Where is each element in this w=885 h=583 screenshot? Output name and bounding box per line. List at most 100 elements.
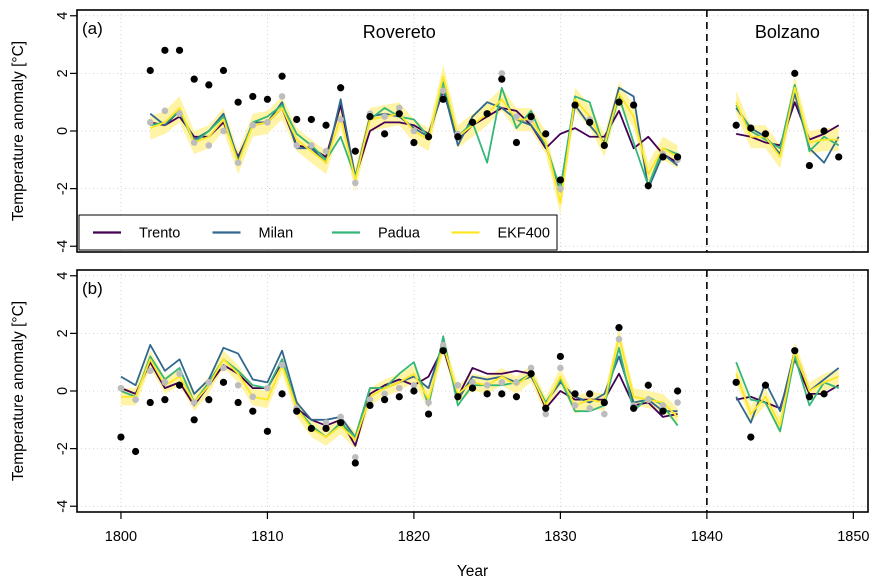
black-observation-point-1837	[659, 153, 667, 161]
series-line-padua-segment-0	[120, 335, 679, 438]
black-observation-point-1848	[820, 127, 828, 135]
legend-entries: Trento Milan Padua EKF400	[93, 226, 550, 242]
x-axis: 1800 1810 1820 1830 1840 1850	[105, 512, 869, 545]
black-observation-point-1825	[483, 390, 491, 398]
black-observation-point-1823	[454, 393, 462, 401]
black-observation-point-1822	[439, 95, 447, 103]
black-observation-point-1838	[673, 153, 682, 161]
panel-b-y-axis-label: Temperature anomaly [°C]	[10, 301, 27, 481]
series-line-milan-segment-1	[735, 349, 840, 424]
black-observation-point-1820	[410, 387, 418, 395]
grey-observation-point-1811	[278, 93, 286, 100]
grey-observation-point-1816	[352, 179, 359, 187]
black-observation-point-1842	[732, 121, 740, 129]
grey-observation-point-1821	[425, 399, 432, 406]
black-observation-point-1827	[512, 138, 521, 147]
panel-a-observation-points	[146, 46, 843, 192]
grey-observation-point-1802	[146, 119, 154, 126]
region-label-rovereto: Rovereto	[363, 22, 436, 42]
grey-observation-point-1837	[659, 402, 667, 409]
grey-observation-point-1834	[615, 335, 623, 343]
x-tick-label-1810: 1810	[251, 529, 283, 545]
black-observation-point-1828	[527, 112, 535, 121]
y-tick-label--2: -2	[55, 182, 71, 195]
series-line-ekf400-segment-0	[120, 335, 679, 441]
black-observation-point-1820	[410, 138, 418, 147]
grey-observation-point-1808	[234, 381, 242, 389]
black-observation-point-1800	[117, 433, 125, 441]
grey-observation-point-1822	[439, 341, 447, 349]
panel-a-label: (a)	[82, 19, 103, 38]
black-observation-point-1835	[630, 101, 638, 109]
grey-observation-point-1809	[249, 393, 257, 401]
grey-observation-point-1838	[674, 399, 681, 406]
black-observation-point-1811	[278, 72, 286, 80]
grey-observation-point-1805	[190, 399, 198, 406]
black-observation-point-1803	[161, 396, 169, 404]
y-tick-label--4: -4	[55, 240, 71, 253]
black-observation-point-1836	[644, 182, 652, 190]
black-observation-point-1821	[424, 410, 433, 418]
x-axis-label: Year	[457, 563, 488, 580]
grey-observation-point-1819	[395, 104, 403, 112]
black-observation-point-1847	[805, 161, 814, 170]
y-tick-label-4: 4	[55, 12, 71, 20]
black-observation-point-1829	[542, 404, 550, 412]
black-observation-point-1838	[673, 387, 682, 395]
black-observation-point-1807	[219, 66, 228, 75]
grey-observation-point-1836	[644, 396, 652, 403]
grey-observation-point-1831	[571, 402, 579, 409]
x-tick-label-1840: 1840	[691, 529, 723, 545]
black-observation-point-1817	[366, 401, 374, 410]
grey-observation-point-1813	[308, 142, 315, 149]
black-observation-point-1837	[659, 407, 667, 415]
series-line-padua-segment-1	[735, 355, 840, 433]
grey-observation-point-1805	[190, 139, 198, 146]
black-observation-point-1830	[556, 176, 564, 184]
black-observation-point-1819	[395, 110, 403, 118]
grey-observation-point-1803	[161, 379, 169, 386]
grey-observation-point-1816	[352, 453, 359, 461]
black-observation-point-1808	[234, 398, 242, 407]
grey-observation-point-1822	[439, 87, 447, 94]
black-observation-point-1811	[278, 390, 286, 398]
x-tick-label-1830: 1830	[544, 529, 576, 545]
black-observation-point-1814	[322, 121, 330, 129]
x-tick-label-1800: 1800	[105, 529, 137, 545]
black-observation-point-1835	[630, 404, 638, 412]
grey-observation-point-1830	[557, 185, 564, 192]
panel-b: -4 -2 0 2 4 1800 1810 1820 1830 1840 1850 (b) Tem…	[10, 269, 869, 580]
panel-b-observation-points	[117, 324, 828, 467]
black-observation-point-1817	[366, 112, 374, 121]
black-observation-point-1849	[835, 153, 843, 161]
grey-observation-point-1833	[601, 410, 608, 418]
black-observation-point-1826	[498, 390, 506, 398]
black-observation-point-1805	[190, 75, 198, 83]
grey-observation-point-1820	[410, 381, 418, 389]
black-observation-point-1821	[424, 133, 433, 141]
grey-observation-point-1820	[410, 127, 418, 135]
black-observation-point-1833	[600, 141, 608, 150]
black-observation-point-1846	[791, 69, 799, 77]
panel-b-y-axis: -4 -2 0 2 4	[55, 272, 77, 513]
grey-observation-point-1801	[132, 396, 139, 403]
black-observation-point-1815	[337, 419, 345, 427]
black-observation-point-1846	[791, 347, 799, 355]
black-observation-point-1806	[205, 81, 213, 89]
y-tick-label--2: -2	[55, 442, 71, 455]
black-observation-point-1842	[732, 378, 740, 386]
series-line-ekf400-segment-1	[735, 349, 840, 427]
x-tick-label-1820: 1820	[398, 529, 430, 545]
grey-observation-point-1812	[293, 142, 301, 149]
black-observation-point-1847	[805, 393, 814, 401]
black-observation-point-1809	[249, 92, 257, 101]
black-observation-point-1816	[351, 147, 359, 155]
black-observation-point-1824	[468, 384, 477, 392]
black-observation-point-1815	[337, 84, 345, 92]
grey-observation-point-1815	[337, 116, 344, 123]
grey-observation-point-1803	[161, 107, 169, 115]
black-observation-point-1813	[307, 424, 315, 433]
black-observation-point-1833	[600, 398, 608, 407]
black-observation-point-1818	[381, 130, 389, 138]
